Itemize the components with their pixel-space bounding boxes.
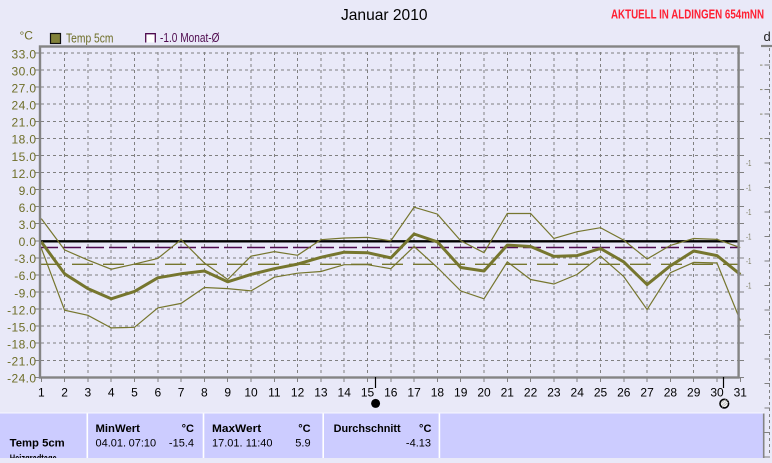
svg-text:6.0: 6.0 — [19, 201, 37, 215]
svg-text:19: 19 — [454, 386, 468, 400]
svg-text:°C: °C — [298, 423, 310, 435]
svg-text:3.0: 3.0 — [19, 218, 37, 232]
svg-text:15: 15 — [361, 386, 375, 400]
svg-text:17: 17 — [407, 386, 421, 400]
svg-text:2: 2 — [61, 386, 68, 400]
svg-text:26: 26 — [617, 386, 631, 400]
svg-text:Durchschnitt: Durchschnitt — [334, 423, 401, 435]
svg-text:-15.0: -15.0 — [7, 321, 36, 335]
svg-text:-24.0: -24.0 — [7, 372, 36, 386]
svg-text:-4.13: -4.13 — [406, 438, 431, 450]
svg-text:5.9: 5.9 — [295, 438, 310, 450]
svg-text:MaxWert: MaxWert — [212, 423, 262, 435]
svg-text:-3.0: -3.0 — [14, 252, 36, 266]
svg-text:27: 27 — [640, 386, 654, 400]
svg-text:28: 28 — [664, 386, 678, 400]
svg-text:3: 3 — [85, 386, 92, 400]
svg-text:AKTUELL IN ALDINGEN 654mNN: AKTUELL IN ALDINGEN 654mNN — [611, 6, 764, 21]
svg-text:14: 14 — [338, 386, 352, 400]
svg-text:-15.4: -15.4 — [169, 438, 194, 450]
svg-text:33.0: 33.0 — [12, 47, 37, 61]
svg-text:22: 22 — [524, 386, 538, 400]
svg-text:-9.0: -9.0 — [14, 286, 36, 300]
svg-text:-1: -1 — [746, 159, 752, 168]
svg-text:Temp 5cm: Temp 5cm — [10, 438, 65, 450]
svg-text:0.0: 0.0 — [19, 235, 37, 249]
svg-text:11: 11 — [268, 386, 281, 400]
svg-text:8: 8 — [201, 386, 208, 400]
svg-text:18: 18 — [431, 386, 445, 400]
svg-text:24.0: 24.0 — [12, 99, 37, 113]
svg-text:-1: -1 — [746, 257, 752, 266]
svg-text:16: 16 — [384, 386, 398, 400]
svg-text:29: 29 — [687, 386, 701, 400]
svg-text:27.0: 27.0 — [12, 82, 37, 96]
svg-text:9: 9 — [224, 386, 231, 400]
svg-text:10: 10 — [244, 386, 258, 400]
svg-text:MinWert: MinWert — [96, 423, 141, 435]
svg-text:24: 24 — [571, 386, 585, 400]
svg-text:20: 20 — [477, 386, 491, 400]
svg-text:-6.0: -6.0 — [14, 269, 36, 283]
svg-text:17.01.: 17.01. — [212, 438, 243, 450]
svg-text:31: 31 — [734, 386, 748, 400]
svg-text:Temp 5cm: Temp 5cm — [66, 32, 114, 46]
svg-text:d: d — [764, 29, 771, 44]
svg-text:6: 6 — [154, 386, 161, 400]
svg-text:13: 13 — [314, 386, 328, 400]
svg-text:25: 25 — [594, 386, 608, 400]
svg-text:-1: -1 — [746, 232, 752, 241]
svg-text:21: 21 — [501, 386, 515, 400]
svg-text:23: 23 — [547, 386, 561, 400]
svg-text:04.01.: 04.01. — [96, 438, 127, 450]
svg-text:7: 7 — [178, 386, 185, 400]
svg-text:°C: °C — [182, 423, 194, 435]
svg-text:-12.0: -12.0 — [7, 303, 36, 317]
svg-text:12.0: 12.0 — [12, 167, 37, 181]
svg-text:Heizgradtage: Heizgradtage — [10, 453, 57, 458]
svg-text:21.0: 21.0 — [12, 116, 37, 130]
svg-text:9.0: 9.0 — [19, 184, 37, 198]
svg-text:11:40: 11:40 — [246, 438, 273, 450]
svg-text:-21.0: -21.0 — [7, 355, 36, 369]
svg-text:-1: -1 — [746, 281, 752, 290]
svg-text:-1: -1 — [746, 183, 752, 192]
svg-text:°C: °C — [20, 29, 34, 43]
svg-text:-1.0 Monat-Ø: -1.0 Monat-Ø — [160, 31, 220, 45]
svg-text:30.0: 30.0 — [12, 64, 37, 78]
svg-text:12: 12 — [291, 386, 305, 400]
svg-text:18.0: 18.0 — [12, 133, 37, 147]
svg-text:5: 5 — [131, 386, 138, 400]
svg-text:30: 30 — [710, 386, 724, 400]
svg-text:4: 4 — [108, 386, 115, 400]
svg-text:15.0: 15.0 — [12, 150, 37, 164]
svg-text:Januar 2010: Januar 2010 — [341, 7, 428, 24]
svg-text:-1: -1 — [746, 208, 752, 217]
svg-text:°C: °C — [419, 423, 431, 435]
svg-text:1: 1 — [38, 386, 45, 400]
svg-text:-18.0: -18.0 — [7, 338, 36, 352]
svg-text:07:10: 07:10 — [129, 438, 157, 450]
